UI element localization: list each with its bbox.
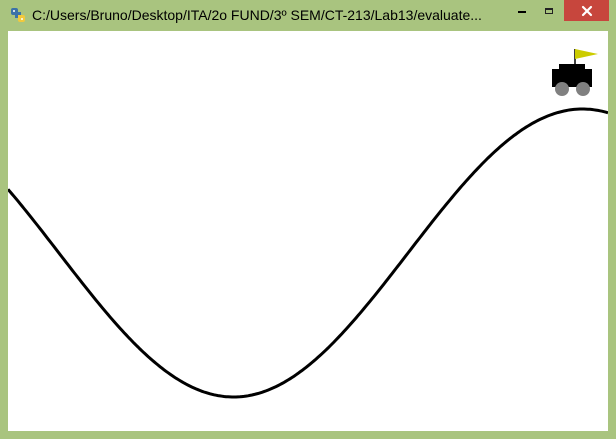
car-cab xyxy=(559,64,585,72)
title-bar[interactable]: C:/Users/Bruno/Desktop/ITA/2o FUND/3º SE… xyxy=(0,0,616,31)
car-wheel-left xyxy=(555,82,569,96)
close-icon xyxy=(581,5,592,16)
python-icon[interactable] xyxy=(10,7,26,23)
car xyxy=(552,49,598,96)
mountain-car-scene xyxy=(8,49,608,399)
minimize-icon xyxy=(518,11,526,13)
maximize-icon xyxy=(545,7,553,14)
close-button[interactable] xyxy=(564,0,609,21)
maximize-button[interactable] xyxy=(534,0,564,21)
simulation-canvas xyxy=(8,31,608,431)
car-wheel-right xyxy=(576,82,590,96)
minimize-button[interactable] xyxy=(504,0,540,21)
window-title: C:/Users/Bruno/Desktop/ITA/2o FUND/3º SE… xyxy=(32,7,482,23)
goal-flag xyxy=(575,49,598,59)
mountain-track xyxy=(8,107,608,399)
